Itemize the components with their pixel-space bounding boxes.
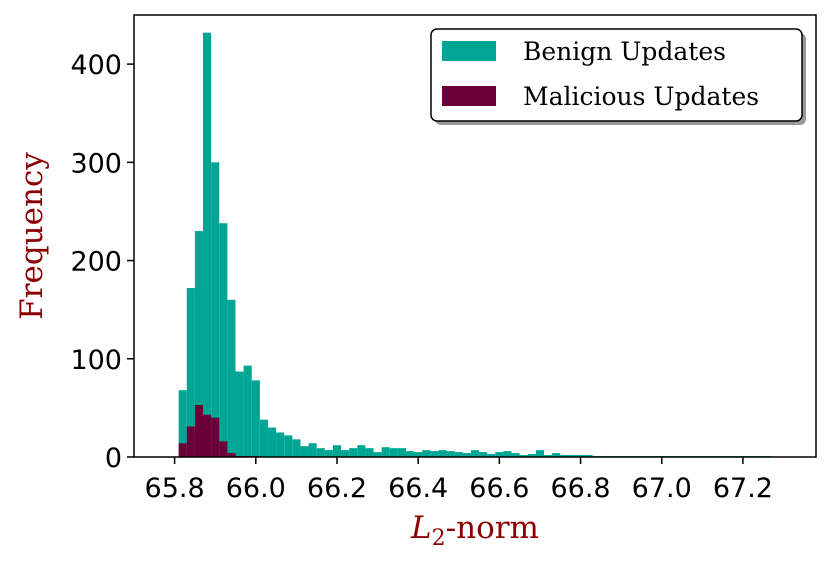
legend-swatch-benign bbox=[442, 41, 496, 61]
benign-bar bbox=[332, 445, 342, 457]
benign-bar bbox=[544, 455, 553, 457]
benign-bar bbox=[503, 451, 512, 457]
x-tick-label: 67.2 bbox=[713, 473, 773, 504]
benign-bar bbox=[211, 162, 220, 458]
x-axis-label-subscript: 2 bbox=[432, 526, 446, 551]
benign-bar bbox=[373, 452, 382, 457]
plot-frame bbox=[133, 14, 817, 458]
benign-bar bbox=[519, 455, 528, 457]
benign-bar bbox=[365, 448, 374, 457]
benign-bar bbox=[284, 435, 293, 457]
legend[interactable]: Benign Updates Malicious Updates bbox=[430, 28, 806, 125]
benign-bar bbox=[178, 390, 187, 457]
benign-bar bbox=[511, 453, 520, 457]
benign-bar bbox=[194, 231, 204, 457]
benign-bar bbox=[357, 445, 366, 457]
benign-bar bbox=[438, 450, 447, 457]
malicious-bar bbox=[211, 417, 220, 457]
x-axis-label: L2-norm bbox=[410, 510, 539, 551]
x-tick-label: 66.8 bbox=[550, 473, 610, 504]
benign-bar bbox=[397, 448, 406, 457]
x-tick-label: 66.2 bbox=[307, 473, 367, 504]
legend-label-benign: Benign Updates bbox=[523, 37, 726, 66]
benign-bar bbox=[219, 223, 228, 457]
benign-bar bbox=[414, 452, 423, 457]
legend-swatch-malicious bbox=[442, 86, 496, 106]
benign-bar bbox=[479, 452, 488, 457]
benign-bar bbox=[422, 450, 431, 457]
benign-bar bbox=[267, 427, 277, 457]
benign-bar bbox=[235, 371, 244, 457]
benign-bar bbox=[487, 454, 496, 457]
x-axis-label-rest: -norm bbox=[446, 510, 539, 546]
benign-bar bbox=[446, 451, 455, 457]
benign-bar bbox=[186, 288, 195, 457]
benign-bar bbox=[568, 455, 577, 457]
benign-bar bbox=[584, 455, 593, 457]
benign-bar bbox=[227, 299, 236, 457]
benign-bar bbox=[470, 450, 480, 457]
y-axis-ticks: 0 100 200 300 400 bbox=[70, 50, 134, 474]
y-axis-label: Frequency bbox=[14, 152, 50, 320]
benign-bar bbox=[276, 432, 285, 457]
benign-bar bbox=[535, 450, 545, 457]
benign-bar bbox=[527, 454, 536, 457]
benign-bar bbox=[495, 452, 504, 457]
malicious-bar bbox=[203, 414, 212, 457]
benign-bar bbox=[259, 419, 268, 457]
malicious-bar bbox=[186, 426, 195, 457]
benign-bar bbox=[454, 452, 463, 457]
malicious-bar bbox=[178, 443, 187, 457]
x-axis-label-main: L bbox=[410, 510, 432, 546]
benign-bar bbox=[243, 365, 252, 457]
malicious-bar bbox=[194, 404, 204, 457]
legend-label-malicious: Malicious Updates bbox=[523, 82, 759, 111]
benign-bar bbox=[405, 451, 415, 457]
benign-bar bbox=[430, 451, 439, 457]
benign-bar bbox=[576, 455, 585, 457]
benign-bar bbox=[381, 447, 390, 457]
x-tick-label: 66.6 bbox=[469, 473, 529, 504]
benign-bar bbox=[389, 448, 398, 457]
benign-bar bbox=[308, 443, 317, 457]
benign-bar bbox=[349, 448, 358, 457]
malicious-bar bbox=[227, 453, 236, 457]
x-tick-label: 67.0 bbox=[632, 473, 692, 504]
x-tick-label: 65.8 bbox=[145, 473, 205, 504]
benign-bar bbox=[462, 453, 471, 457]
benign-bar bbox=[552, 453, 561, 457]
legend-box bbox=[430, 28, 803, 122]
y-tick-label: 100 bbox=[70, 345, 122, 376]
benign-bar bbox=[316, 448, 325, 457]
benign-bar bbox=[292, 439, 301, 457]
benign-bar bbox=[300, 446, 309, 457]
x-tick-label: 66.4 bbox=[388, 473, 448, 504]
y-tick-label: 400 bbox=[70, 50, 122, 81]
benign-bar bbox=[324, 450, 333, 457]
benign-bar bbox=[341, 450, 350, 457]
benign-bar bbox=[560, 455, 569, 457]
y-tick-label: 300 bbox=[70, 148, 122, 179]
x-axis-ticks: 65.8 66.0 66.2 66.4 66.6 66.8 67.0 67.2 bbox=[145, 457, 773, 504]
y-tick-label: 0 bbox=[105, 443, 122, 474]
benign-bar bbox=[203, 32, 212, 458]
benign-bar bbox=[251, 380, 260, 457]
x-tick-label: 66.0 bbox=[226, 473, 286, 504]
y-tick-label: 200 bbox=[70, 247, 122, 278]
malicious-bar bbox=[219, 441, 228, 457]
